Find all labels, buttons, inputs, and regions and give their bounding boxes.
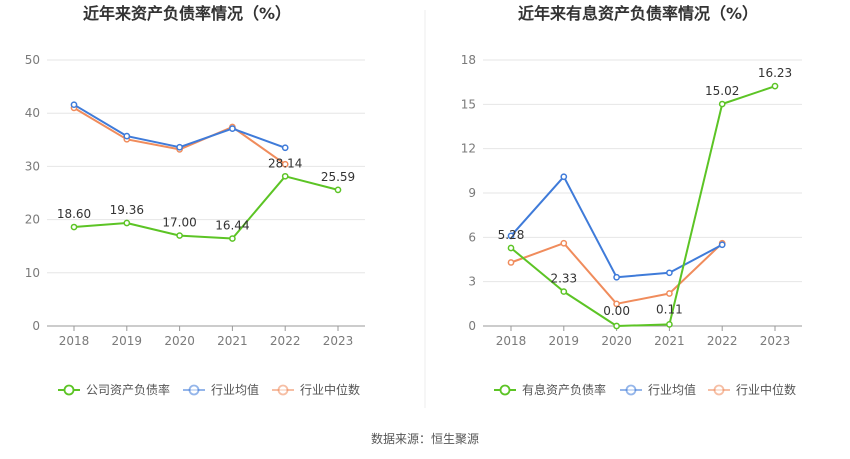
series-line-industry_avg: [510, 175, 723, 279]
x-tick-label: 2019: [112, 334, 143, 348]
interest-debt-ratio-chart: 近年来有息资产负债率情况（%） 0 3 6 9 12 15 18 2018 2019 2020 202…: [461, 4, 802, 397]
data-point-industry_avg: [613, 273, 620, 281]
legend-item-industry_median: 行业中位数: [272, 382, 360, 397]
data-point-industry_avg: [176, 143, 183, 151]
x-tick-label: 2020: [601, 334, 632, 348]
data-label: 25.59: [321, 170, 355, 184]
data-point-industry_avg: [70, 101, 78, 109]
y-tick-label: 0: [468, 319, 476, 333]
x-tick-label: 2020: [164, 334, 195, 348]
legend-swatch-marker: [499, 384, 511, 396]
legend-item-industry_avg: 行业均值: [620, 382, 696, 397]
data-point-industry_median: [281, 160, 289, 168]
data-point-company: [666, 321, 673, 328]
x-tick-label: 2023: [760, 334, 791, 348]
data-point-company: [123, 219, 131, 227]
y-tick-label: 50: [25, 53, 40, 67]
legend-item-industry_avg: 行业均值: [183, 382, 259, 397]
legend-item-company: 公司资产负债率: [58, 382, 170, 397]
y-tick-label: 15: [461, 97, 476, 111]
legend-label: 行业均值: [211, 382, 259, 397]
data-point-industry_avg: [666, 269, 673, 277]
legend-swatch-marker: [63, 384, 75, 396]
data-point-company: [334, 186, 342, 194]
data-label: 5.28: [498, 228, 525, 242]
debt-ratio-chart: 近年来资产负债率情况（%） 0 10 20 30 40 50 2018 2019 2020 2021…: [25, 4, 365, 397]
legend-label: 行业中位数: [300, 382, 360, 397]
legend-swatch-marker: [188, 384, 200, 396]
data-point-company: [560, 288, 568, 295]
legend-label: 公司资产负债率: [86, 382, 170, 397]
data-point-company: [613, 322, 620, 330]
y-tick-label: 10: [25, 266, 40, 280]
data-point-company: [718, 100, 726, 108]
data-point-industry_avg: [560, 173, 568, 181]
legend-label: 行业均值: [648, 382, 696, 397]
legend-swatch-marker: [277, 384, 289, 396]
data-label: 18.60: [57, 207, 91, 221]
y-tick-label: 6: [468, 230, 476, 244]
x-tick-label: 2018: [496, 334, 527, 348]
data-point-industry_avg: [123, 132, 131, 140]
chart-title: 近年来有息资产负债率情况（%）: [518, 4, 758, 23]
data-label: 0.00: [603, 304, 630, 318]
data-point-industry_median: [507, 259, 515, 266]
x-tick-label: 2018: [59, 334, 90, 348]
y-tick-label: 30: [25, 159, 40, 173]
chart-title: 近年来资产负债率情况（%）: [83, 4, 291, 23]
data-label: 0.11: [656, 302, 683, 316]
x-tick-label: 2022: [270, 334, 301, 348]
data-point-industry_avg: [507, 232, 515, 240]
legend-swatch-marker: [713, 384, 725, 396]
data-point-industry_median: [613, 300, 620, 308]
y-tick-label: 12: [461, 142, 476, 156]
series-line-company: [73, 175, 339, 240]
y-tick-label: 18: [461, 53, 476, 67]
series-line-company: [510, 85, 776, 327]
data-point-industry_avg: [229, 125, 236, 132]
x-tick-label: 2021: [654, 334, 685, 348]
data-label: 28.14: [268, 156, 302, 170]
y-tick-label: 3: [468, 275, 476, 289]
data-point-industry_median: [560, 239, 568, 247]
data-point-industry_avg: [718, 241, 726, 249]
legend-item-industry_median: 行业中位数: [708, 382, 796, 397]
data-point-industry_median: [666, 290, 673, 297]
data-point-company: [70, 223, 78, 231]
data-point-company: [229, 235, 236, 242]
x-tick-label: 2022: [707, 334, 738, 348]
x-tick-label: 2021: [217, 334, 248, 348]
x-tick-label: 2019: [549, 334, 580, 348]
source-label: 数据来源：恒生聚源: [371, 431, 479, 446]
legend-label: 行业中位数: [736, 382, 796, 397]
legend-label: 有息资产负债率: [522, 382, 606, 397]
data-point-company: [176, 232, 183, 239]
data-label: 17.00: [162, 216, 196, 230]
data-point-company: [507, 244, 515, 252]
data-label: 19.36: [110, 203, 144, 217]
data-point-industry_avg: [281, 144, 289, 152]
legend-swatch-marker: [625, 384, 637, 396]
data-label: 16.23: [758, 66, 792, 80]
y-tick-label: 0: [32, 319, 40, 333]
y-tick-label: 9: [468, 186, 476, 200]
y-tick-label: 40: [25, 106, 40, 120]
data-label: 16.44: [215, 219, 249, 233]
x-tick-label: 2023: [323, 334, 354, 348]
data-label: 15.02: [705, 84, 739, 98]
y-tick-label: 20: [25, 213, 40, 227]
legend-item-company: 有息资产负债率: [494, 382, 606, 397]
data-label: 2.33: [550, 272, 577, 286]
data-point-company: [771, 82, 779, 90]
data-point-company: [281, 172, 289, 180]
